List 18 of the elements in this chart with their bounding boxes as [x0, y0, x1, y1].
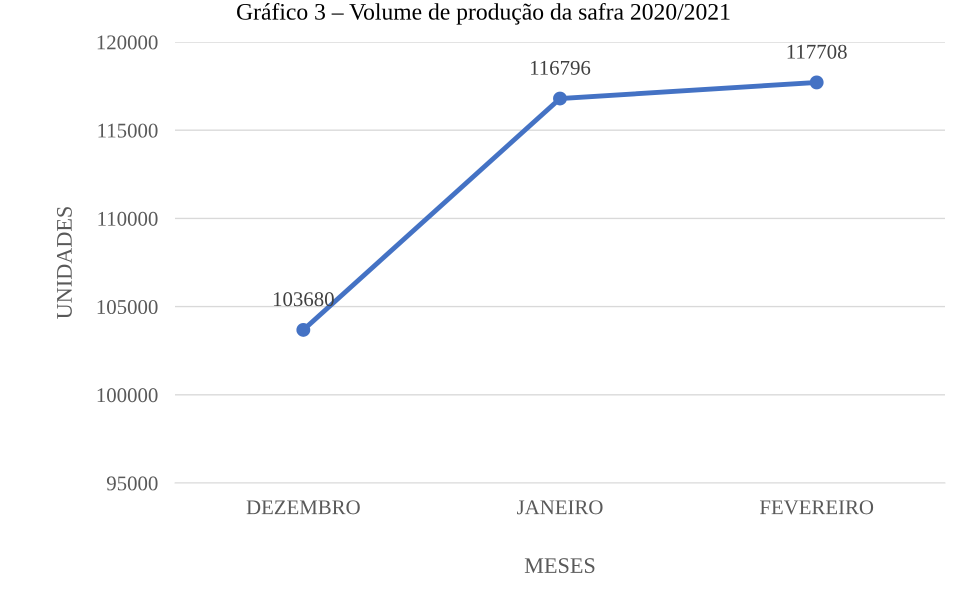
point [553, 92, 567, 106]
y-tick-label: 120000 [98, 35, 158, 50]
chart-title: Gráfico 3 – Volume de produção da safra 2020/2021 [237, 2, 730, 25]
data-label: 117708 [788, 44, 847, 59]
x-tick-label: DEZEMBRO [246, 500, 360, 514]
x-tick-label: FEVEREIRO [760, 500, 874, 514]
point [296, 322, 310, 337]
x-axis-title: MESES [524, 558, 594, 574]
y-axis-title: UNIDADES [56, 207, 72, 319]
y-tick-label: 110000 [98, 212, 158, 226]
point [810, 75, 824, 90]
y-tick-label: 105000 [98, 300, 158, 314]
y-tick-label: 115000 [98, 124, 158, 138]
data-label: 116796 [530, 60, 590, 75]
data-label: 103680 [274, 292, 334, 306]
y-tick-label: 95000 [106, 476, 158, 490]
y-tick-label: 100000 [98, 388, 158, 402]
x-tick-label: JANEIRO [517, 500, 603, 514]
